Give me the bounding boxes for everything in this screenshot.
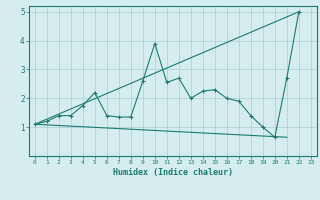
X-axis label: Humidex (Indice chaleur): Humidex (Indice chaleur) — [113, 168, 233, 177]
